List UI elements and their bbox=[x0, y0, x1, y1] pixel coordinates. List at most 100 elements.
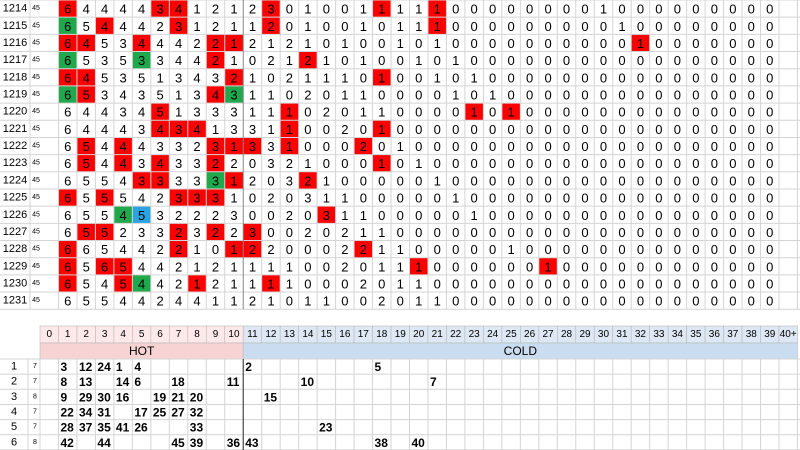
cell-value: 0 bbox=[452, 122, 459, 137]
cell-value: 4 bbox=[120, 294, 127, 309]
cell-value: 2 bbox=[360, 276, 367, 291]
cell-value: 0 bbox=[526, 36, 533, 51]
cell-value: 0 bbox=[581, 36, 588, 51]
cell-value: 5 bbox=[101, 208, 108, 223]
cell-value: 2 bbox=[304, 225, 311, 240]
cell-value: 0 bbox=[692, 259, 699, 274]
cell-value: 0 bbox=[249, 156, 256, 171]
cell-value: 3 bbox=[60, 360, 67, 374]
cell-value: 0 bbox=[674, 105, 681, 120]
cell-value: 6 bbox=[64, 173, 71, 188]
cell-value: 0 bbox=[766, 36, 773, 51]
cell-highlight bbox=[76, 137, 96, 155]
cell-value: 5 bbox=[83, 294, 90, 309]
cell-value: 1 bbox=[637, 36, 644, 51]
cell-value: 1 bbox=[286, 139, 293, 154]
cell-value: 0 bbox=[711, 87, 718, 102]
cell-value: 0 bbox=[692, 191, 699, 206]
cell-value: 0 bbox=[471, 156, 478, 171]
cell-value: 1 bbox=[230, 242, 237, 257]
cell-value: 0 bbox=[748, 259, 755, 274]
row-count: 45 bbox=[32, 57, 40, 64]
cell-value: 0 bbox=[415, 208, 422, 223]
cell-value: 6 bbox=[64, 156, 71, 171]
cell-value: 0 bbox=[267, 173, 274, 188]
cell-value: 4 bbox=[138, 2, 145, 17]
cell-value: 25 bbox=[153, 406, 167, 420]
cell-value: 0 bbox=[674, 70, 681, 85]
cell-value: 0 bbox=[471, 225, 478, 240]
cell-value: 0 bbox=[600, 122, 607, 137]
column-header: 33 bbox=[653, 329, 665, 340]
cell-value: 0 bbox=[507, 259, 514, 274]
cell-value: 6 bbox=[64, 225, 71, 240]
cell-value: 0 bbox=[729, 87, 736, 102]
cell-value: 0 bbox=[341, 294, 348, 309]
row-count: 45 bbox=[32, 160, 40, 167]
cell-value: 0 bbox=[692, 294, 699, 309]
cell-value: 0 bbox=[471, 276, 478, 291]
cell-value: 4 bbox=[101, 105, 108, 120]
cell-value: 37 bbox=[79, 421, 93, 435]
cell-value: 3 bbox=[249, 122, 256, 137]
cell-highlight bbox=[372, 0, 392, 18]
cell-value: 0 bbox=[323, 122, 330, 137]
cell-value: 0 bbox=[341, 2, 348, 17]
cell-value: 0 bbox=[563, 2, 570, 17]
cell-value: 2 bbox=[286, 208, 293, 223]
cell-value: 3 bbox=[138, 122, 145, 137]
cell-value: 0 bbox=[415, 139, 422, 154]
cell-value: 0 bbox=[544, 70, 551, 85]
cell-value: 5 bbox=[83, 53, 90, 68]
cell-value: 4 bbox=[120, 122, 127, 137]
cell-value: 0 bbox=[434, 139, 441, 154]
cell-value: 0 bbox=[655, 122, 662, 137]
cell-value: 3 bbox=[138, 87, 145, 102]
cell-value: 0 bbox=[563, 122, 570, 137]
cell-value: 26 bbox=[134, 421, 148, 435]
cell-value: 1 bbox=[600, 2, 607, 17]
cell-value: 0 bbox=[397, 53, 404, 68]
cell-value: 3 bbox=[212, 173, 219, 188]
cell-value: 0 bbox=[600, 70, 607, 85]
cell-value: 0 bbox=[674, 2, 681, 17]
column-header: 39 bbox=[764, 329, 776, 340]
cell-value: 0 bbox=[489, 70, 496, 85]
cell-value: 1 bbox=[341, 191, 348, 206]
cell-value: 1 bbox=[341, 87, 348, 102]
cell-value: 0 bbox=[729, 276, 736, 291]
cell-value: 11 bbox=[227, 375, 240, 389]
cell-value: 4 bbox=[138, 105, 145, 120]
row-label: 1231 bbox=[3, 295, 27, 307]
cell-value: 0 bbox=[378, 36, 385, 51]
cell-value: 0 bbox=[507, 2, 514, 17]
cell-value: 0 bbox=[434, 87, 441, 102]
cell-value: 0 bbox=[304, 139, 311, 154]
cell-value: 1 bbox=[212, 294, 219, 309]
cell-value: 1 bbox=[286, 53, 293, 68]
cell-value: 0 bbox=[563, 208, 570, 223]
column-header: 0 bbox=[46, 329, 52, 340]
cell-value: 0 bbox=[655, 173, 662, 188]
cell-value: 0 bbox=[655, 70, 662, 85]
cell-value: 2 bbox=[175, 276, 182, 291]
column-header: 23 bbox=[469, 329, 481, 340]
cell-value: 1 bbox=[230, 259, 237, 274]
cell-value: 6 bbox=[64, 53, 71, 68]
cell-value: 3 bbox=[193, 225, 200, 240]
cell-value: 3 bbox=[175, 156, 182, 171]
cell-value: 0 bbox=[341, 139, 348, 154]
cell-value: 3 bbox=[138, 225, 145, 240]
cell-value: 1 bbox=[471, 208, 478, 223]
cell-value: 0 bbox=[748, 36, 755, 51]
cell-value: 0 bbox=[544, 87, 551, 102]
cell-value: 4 bbox=[156, 156, 163, 171]
cell-value: 0 bbox=[434, 225, 441, 240]
cell-value: 0 bbox=[618, 87, 625, 102]
cell-value: 0 bbox=[637, 105, 644, 120]
cell-value: 0 bbox=[360, 156, 367, 171]
cell-value: 4 bbox=[212, 87, 219, 102]
cell-value: 1 bbox=[434, 2, 441, 17]
cell-value: 0 bbox=[692, 139, 699, 154]
cell-value: 0 bbox=[341, 105, 348, 120]
